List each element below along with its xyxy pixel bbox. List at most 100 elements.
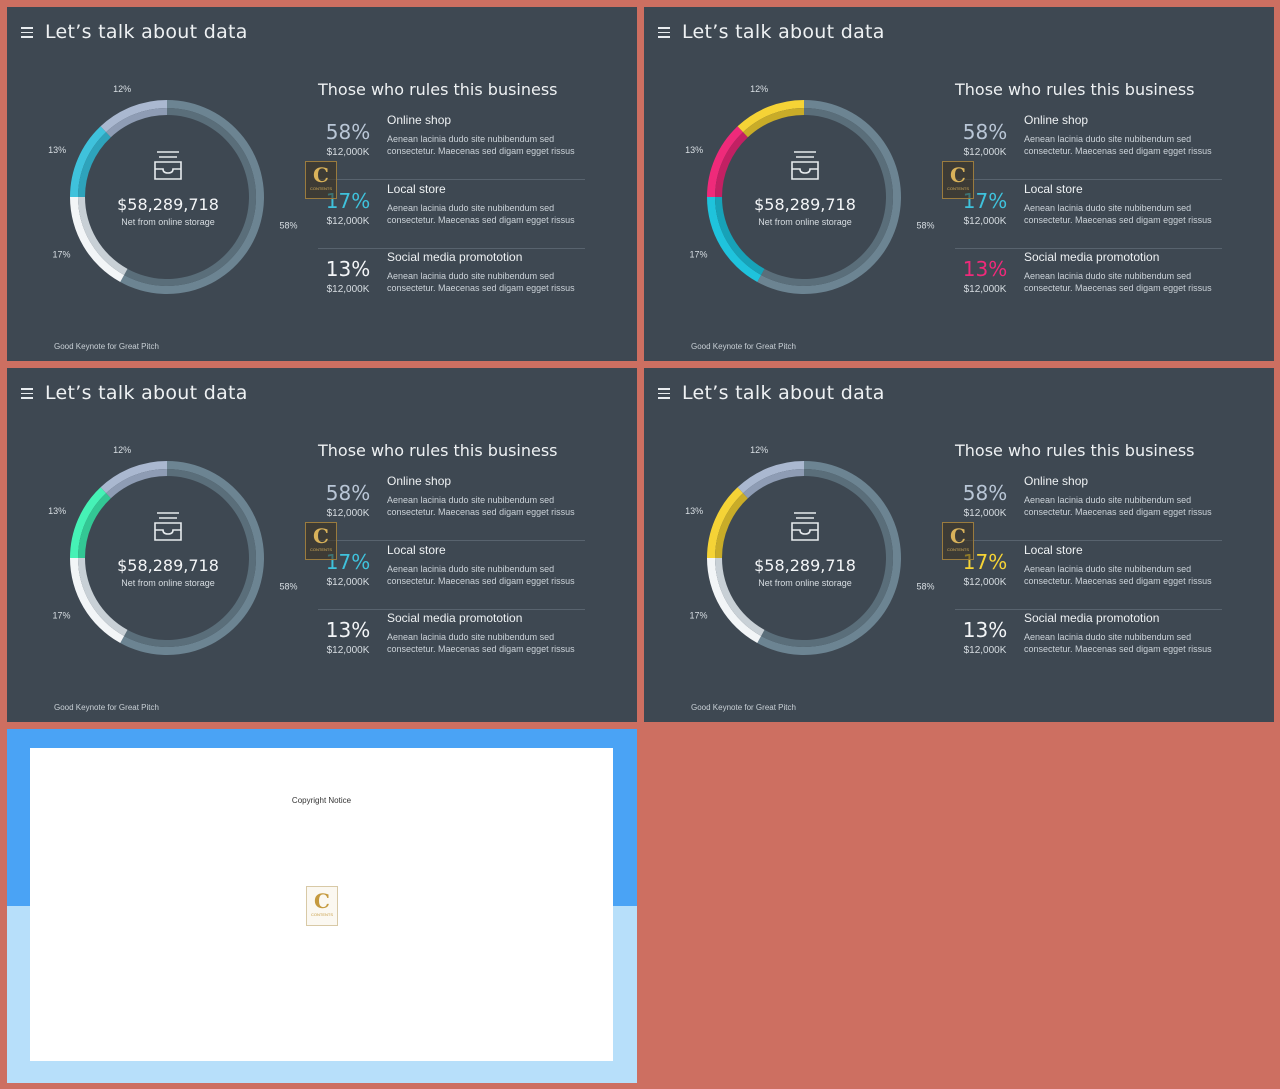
item-name: Social media promototion <box>387 611 523 625</box>
item-description: Aenean lacinia dudo site nubibendum sed … <box>387 632 575 654</box>
menu-icon[interactable] <box>21 388 33 399</box>
donut-slice-12% <box>100 100 167 133</box>
donut-slice-17% <box>707 558 762 644</box>
item-name: Online shop <box>1024 474 1089 488</box>
donut-label: 12% <box>750 445 768 455</box>
donut-slice-inner-12% <box>106 108 167 138</box>
item-value: $12,000K <box>963 147 1007 158</box>
item-percent: 58% <box>325 120 371 144</box>
donut-slice-12% <box>100 461 167 494</box>
item-name: Local store <box>387 182 446 196</box>
slide-2[interactable]: Let’s talk about data 58% 17% 13% 12% $58,2… <box>644 7 1274 361</box>
item-percent: 13% <box>325 618 371 642</box>
total-amount: $58,289,718 <box>754 195 856 214</box>
contents-badge: C CONTENTS <box>305 522 337 560</box>
slide-1[interactable]: Let’s talk about data 58% 17% 13% 12% $58,2… <box>7 7 637 361</box>
menu-icon[interactable] <box>658 27 670 38</box>
item-value: $12,000K <box>326 577 370 588</box>
donut-slice-17% <box>70 558 125 644</box>
item-percent: 13% <box>325 257 371 281</box>
donut-slice-12% <box>737 100 804 133</box>
slide-copyright[interactable]: Copyright Notice C CONTENTS <box>7 729 637 1083</box>
list-item-local-store: 17% $12,000K Local store Aenean lacinia … <box>318 181 585 249</box>
slide-title: Let’s talk about data <box>682 382 885 404</box>
donut-slice-inner-12% <box>743 108 804 138</box>
donut-chart: 58% 17% 13% 12% <box>48 445 298 655</box>
item-value: $12,000K <box>326 147 370 158</box>
item-name: Local store <box>1024 182 1083 196</box>
item-description: Aenean lacinia dudo site nubibendum sed … <box>1024 564 1212 586</box>
net-label: Net from online storage <box>758 578 852 588</box>
list-item-social-media: 13% $12,000K Social media promototion Ae… <box>955 610 1222 678</box>
donut-label: 12% <box>750 84 768 94</box>
badge-text: CONTENTS <box>947 547 969 552</box>
donut-label: 13% <box>48 506 66 516</box>
badge-letter: C <box>313 524 329 548</box>
slide-title: Let’s talk about data <box>682 21 885 43</box>
list-item-social-media: 13% $12,000K Social media promototion Ae… <box>318 610 585 678</box>
item-description: Aenean lacinia dudo site nubibendum sed … <box>387 203 575 225</box>
donut-label: 58% <box>280 582 298 592</box>
donut-label: 13% <box>48 145 66 155</box>
inbox-icon <box>154 512 182 541</box>
list-item-social-media: 13% $12,000K Social media promototion Ae… <box>318 249 585 317</box>
badge-text: CONTENTS <box>310 186 332 191</box>
business-title: Those who rules this business <box>318 80 558 99</box>
item-description: Aenean lacinia dudo site nubibendum sed … <box>1024 632 1212 654</box>
item-value: $12,000K <box>963 284 1007 295</box>
slide-3[interactable]: Let’s talk about data 58% 17% 13% 12% $58,2… <box>7 368 637 722</box>
slide-footer: Good Keynote for Great Pitch <box>691 342 796 351</box>
copyright-notice: Copyright Notice <box>291 796 352 805</box>
divider <box>955 179 1222 180</box>
net-label: Net from online storage <box>758 217 852 227</box>
total-amount: $58,289,718 <box>754 556 856 575</box>
inbox-icon <box>154 151 182 180</box>
item-name: Online shop <box>387 113 452 127</box>
logo-text: CONTENTS <box>311 912 333 917</box>
donut-label: 58% <box>917 582 935 592</box>
net-label: Net from online storage <box>121 578 215 588</box>
menu-icon[interactable] <box>658 388 670 399</box>
donut-label: 13% <box>685 506 703 516</box>
slide-4[interactable]: Let’s talk about data 58% 17% 13% 12% $58,2… <box>644 368 1274 722</box>
donut-chart: 58% 17% 13% 12% <box>48 84 298 294</box>
item-name: Local store <box>387 543 446 557</box>
donut-chart: 58% 17% 13% 12% <box>685 84 935 294</box>
badge-letter: C <box>950 524 966 548</box>
item-percent: 58% <box>325 481 371 505</box>
net-label: Net from online storage <box>121 217 215 227</box>
divider <box>318 248 585 249</box>
item-value: $12,000K <box>326 216 370 227</box>
list-item-online-shop: 58% $12,000K Online shop Aenean lacinia … <box>955 112 1222 180</box>
item-value: $12,000K <box>326 645 370 656</box>
donut-label: 12% <box>113 84 131 94</box>
item-percent: 58% <box>962 120 1008 144</box>
donut-slice-inner-17% <box>78 558 128 636</box>
item-description: Aenean lacinia dudo site nubibendum sed … <box>387 495 575 517</box>
donut-slice-inner-13% <box>715 493 748 558</box>
item-description: Aenean lacinia dudo site nubibendum sed … <box>1024 271 1212 293</box>
donut-slice-17% <box>70 197 125 283</box>
donut-label: 13% <box>685 145 703 155</box>
item-percent: 13% <box>962 618 1008 642</box>
item-name: Online shop <box>387 474 452 488</box>
item-description: Aenean lacinia dudo site nubibendum sed … <box>1024 495 1212 517</box>
item-name: Social media promototion <box>387 250 523 264</box>
logo-letter: C <box>314 889 330 913</box>
donut-slice-13% <box>70 487 107 558</box>
item-value: $12,000K <box>326 284 370 295</box>
item-value: $12,000K <box>963 577 1007 588</box>
item-value: $12,000K <box>963 508 1007 519</box>
divider <box>955 609 1222 610</box>
donut-chart: 58% 17% 13% 12% <box>685 445 935 655</box>
list-item-local-store: 17% $12,000K Local store Aenean lacinia … <box>955 181 1222 249</box>
list-item-online-shop: 58% $12,000K Online shop Aenean lacinia … <box>318 473 585 541</box>
slide-title: Let’s talk about data <box>45 382 248 404</box>
total-amount: $58,289,718 <box>117 556 219 575</box>
item-name: Social media promototion <box>1024 250 1160 264</box>
slide-title: Let’s talk about data <box>45 21 248 43</box>
badge-text: CONTENTS <box>947 186 969 191</box>
slide-footer: Good Keynote for Great Pitch <box>54 703 159 712</box>
list-item-online-shop: 58% $12,000K Online shop Aenean lacinia … <box>318 112 585 180</box>
menu-icon[interactable] <box>21 27 33 38</box>
